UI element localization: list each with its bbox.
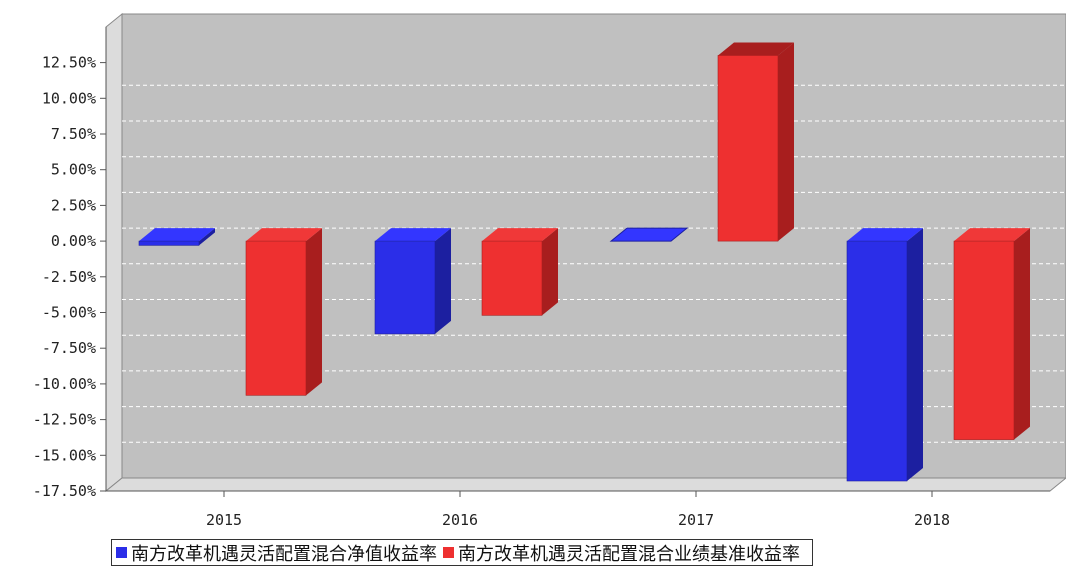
y-tick-label: 2.50% bbox=[51, 196, 96, 214]
bar-front-face bbox=[846, 240, 908, 482]
y-tick-label: -15.00% bbox=[33, 446, 96, 464]
legend-swatch-benchmark-return bbox=[443, 547, 454, 558]
bar-top-face bbox=[954, 228, 1030, 242]
bar-2016-series-2 bbox=[481, 228, 558, 316]
plot-floor bbox=[104, 477, 1066, 492]
bar-side-face bbox=[306, 228, 322, 396]
x-axis-ticks: 2015 2016 2017 2018 bbox=[106, 490, 1050, 529]
y-tick-label: -10.00% bbox=[33, 375, 96, 393]
bars bbox=[138, 42, 1030, 482]
bar-2016-series-1 bbox=[374, 228, 451, 335]
bar-2015-series-1 bbox=[138, 228, 215, 246]
bar-2017-series-1 bbox=[609, 227, 689, 242]
x-tick-label: 2015 bbox=[206, 511, 242, 529]
bar-side-face bbox=[542, 228, 558, 316]
bar-front-face bbox=[481, 240, 543, 316]
y-axis-ticks: 12.50% 10.00% 7.50% 5.00% 2.50% 0.00% -2.50% -5… bbox=[33, 27, 107, 500]
bar-2018-series-1 bbox=[846, 228, 923, 482]
bar-front-face bbox=[717, 55, 779, 242]
bar-top-face bbox=[375, 228, 451, 242]
bar-side-face bbox=[1014, 228, 1030, 440]
y-tick-label: 0.00% bbox=[51, 232, 96, 250]
bar-2015-series-2 bbox=[245, 228, 322, 396]
y-tick-label: -5.00% bbox=[42, 304, 96, 322]
x-tick-label: 2016 bbox=[442, 511, 478, 529]
y-tick-label: 7.50% bbox=[51, 125, 96, 143]
x-tick-label: 2017 bbox=[678, 511, 714, 529]
legend-item-nav-return: 南方改革机遇灵活配置混合净值收益率 bbox=[116, 540, 437, 566]
y-tick-label: 10.00% bbox=[42, 89, 96, 107]
y-tick-label: -12.50% bbox=[33, 411, 96, 429]
bar-side-face bbox=[907, 228, 923, 482]
bar-2018-series-2 bbox=[953, 228, 1030, 440]
bar-top-face bbox=[718, 42, 794, 56]
bar-side-face bbox=[778, 42, 794, 242]
bar-top-face bbox=[609, 227, 689, 242]
y-tick-label: -7.50% bbox=[42, 339, 96, 357]
legend-label-nav-return: 南方改革机遇灵活配置混合净值收益率 bbox=[131, 543, 437, 565]
bar-top-face bbox=[139, 228, 215, 242]
bar-top-face bbox=[246, 228, 322, 242]
legend-item-benchmark-return: 南方改革机遇灵活配置混合业绩基准收益率 bbox=[443, 540, 800, 566]
bar-front-face bbox=[374, 240, 436, 335]
legend-swatch-nav-return bbox=[116, 547, 127, 558]
bar-2017-series-2 bbox=[717, 42, 794, 242]
bar-front-face bbox=[245, 240, 307, 396]
bar-top-face bbox=[847, 228, 923, 242]
x-tick-label: 2018 bbox=[914, 511, 950, 529]
y-tick-label: -2.50% bbox=[42, 268, 96, 286]
legend-label-benchmark-return: 南方改革机遇灵活配置混合业绩基准收益率 bbox=[458, 543, 800, 565]
bar-front-face bbox=[953, 240, 1015, 440]
legend: 南方改革机遇灵活配置混合净值收益率 南方改革机遇灵活配置混合业绩基准收益率 bbox=[111, 539, 813, 566]
y-tick-label: -17.50% bbox=[33, 482, 96, 500]
bar-chart: 12.50% 10.00% 7.50% 5.00% 2.50% 0.00% -2.50% -5… bbox=[33, 12, 1066, 529]
bar-front-face bbox=[138, 240, 200, 246]
bar-top-face bbox=[482, 228, 558, 242]
bar-side-face bbox=[435, 228, 451, 334]
plot-left-wall bbox=[105, 12, 123, 493]
y-tick-label: 12.50% bbox=[42, 54, 96, 72]
y-tick-label: 5.00% bbox=[51, 161, 96, 179]
bar-side-face bbox=[199, 228, 215, 246]
